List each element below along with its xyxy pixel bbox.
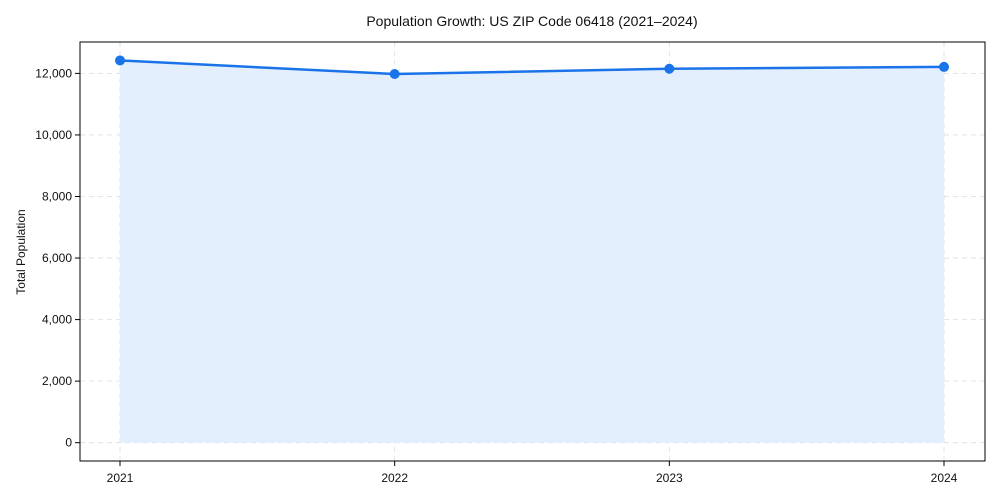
y-tick-label: 0 bbox=[65, 436, 72, 450]
y-tick-label: 10,000 bbox=[35, 128, 72, 142]
y-tick-label: 6,000 bbox=[42, 251, 72, 265]
data-line bbox=[119, 59, 945, 76]
plot-frame bbox=[79, 41, 986, 462]
y-tick-label: 4,000 bbox=[42, 313, 72, 327]
x-tick-label: 2024 bbox=[931, 471, 958, 485]
y-axis-ticks: 0 2,000 4,000 6,000 8,000 10,000 12,000 bbox=[35, 66, 80, 450]
data-point bbox=[939, 61, 949, 72]
data-point bbox=[664, 63, 675, 74]
x-tick-label: 2023 bbox=[656, 471, 683, 485]
y-axis-label: Total Population bbox=[14, 209, 28, 294]
data-point bbox=[389, 69, 400, 80]
y-tick-label: 2,000 bbox=[42, 374, 72, 388]
data-point bbox=[115, 55, 125, 66]
y-tick-label: 12,000 bbox=[35, 66, 72, 80]
y-tick-label: 8,000 bbox=[42, 189, 72, 203]
area-fill bbox=[120, 60, 944, 443]
x-tick-label: 2021 bbox=[107, 471, 134, 485]
x-tick-label: 2022 bbox=[381, 471, 408, 485]
chart-title: Population Growth: US ZIP Code 06418 (20… bbox=[366, 13, 697, 29]
x-axis-ticks: 2021 2022 2023 2024 bbox=[107, 461, 958, 485]
data-points bbox=[115, 55, 949, 80]
